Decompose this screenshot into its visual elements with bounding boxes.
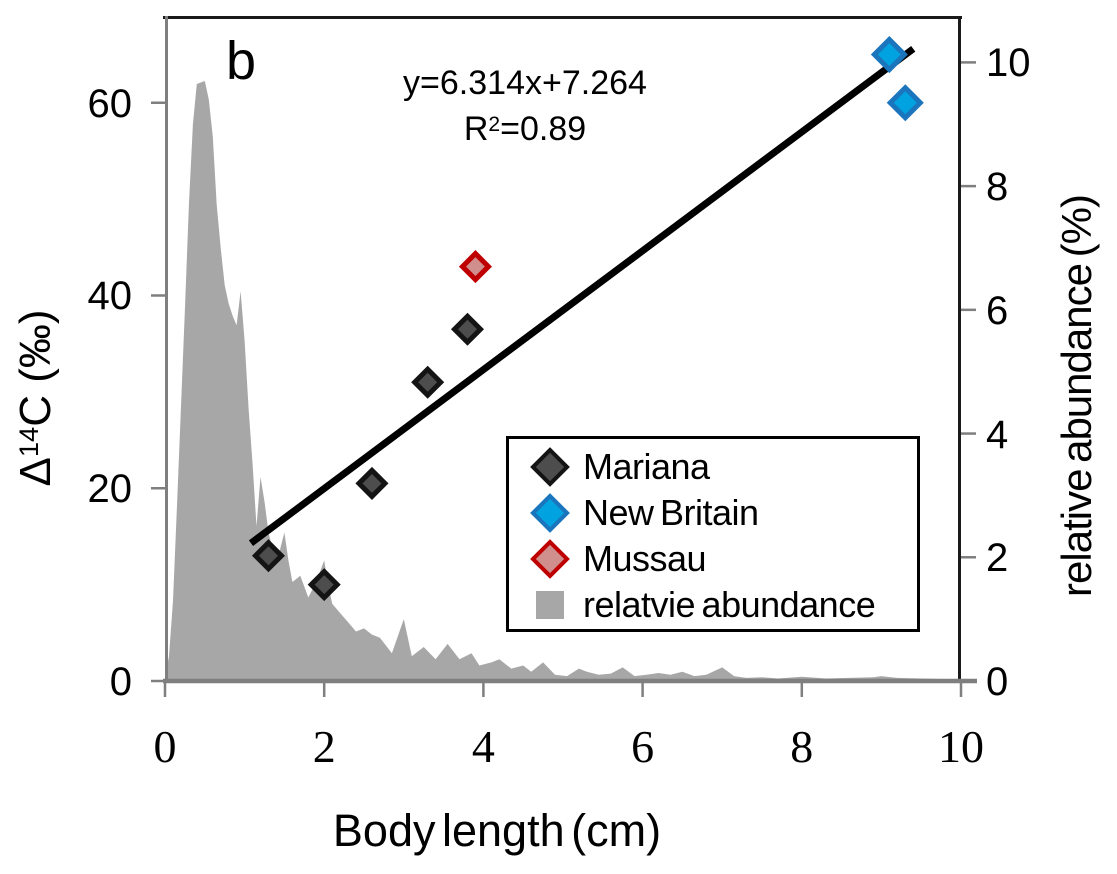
y-right-tick-label-10: 10	[986, 41, 1031, 86]
diamond-marker-icon	[527, 493, 573, 533]
legend-item-relatvie-abundance: relatvie abundance	[509, 582, 917, 628]
x-axis-title: Body length (cm)	[332, 805, 662, 856]
data-point-mariana-2	[355, 466, 389, 500]
x-tick-label-10: 10	[938, 721, 984, 772]
y-right-tick-label-6: 6	[986, 288, 1009, 333]
square-glyph	[536, 591, 564, 619]
x-tick-label-6: 6	[631, 721, 655, 772]
data-point-mariana-1	[307, 568, 341, 602]
y-right-tick-label-4: 4	[986, 412, 1009, 457]
data-point-mussau-0	[458, 250, 492, 284]
y-right-tick-label-2: 2	[986, 536, 1009, 581]
trendline-annotation: y=6.314x+7.264 R2=0.89	[325, 60, 725, 157]
legend-item-mussau: Mussau	[509, 536, 917, 582]
x-tick-label-0: 0	[153, 721, 177, 772]
legend-item-mariana: Mariana	[509, 444, 917, 490]
y-left-tick-label-0: 0	[109, 660, 132, 704]
legend-label: Mussau	[583, 538, 707, 579]
legend: Mariana New Britain Mussau relatvie abundan…	[506, 436, 920, 632]
y-axis-left-title: Δ14C (‰)	[11, 309, 60, 487]
panel-label: b	[226, 31, 257, 91]
x-tick-label-4: 4	[471, 721, 495, 772]
data-point-new-britain-1	[886, 84, 924, 122]
x-tick-label-2: 2	[312, 721, 336, 772]
data-point-mariana-3	[411, 365, 445, 399]
trendline-r-squared: R2=0.89	[463, 110, 587, 148]
y-left-tick-label-40: 40	[87, 274, 133, 319]
legend-label: New Britain	[583, 492, 759, 533]
diamond-glyph	[530, 447, 570, 487]
legend-label: relatvie abundance	[583, 584, 876, 625]
y-right-tick-label-8: 8	[986, 165, 1009, 210]
legend-item-new-britain: New Britain	[509, 490, 917, 536]
y-left-tick-label-60: 60	[87, 81, 133, 126]
x-tick-label-8: 8	[790, 721, 814, 772]
y-left-tick-label-20: 20	[87, 467, 133, 512]
y-right-tick-label-0: 0	[986, 660, 1009, 704]
trendline-equation: y=6.314x+7.264	[403, 64, 647, 102]
data-point-mariana-4	[450, 312, 485, 346]
trend-line	[248, 45, 916, 546]
area-series-relative-abundance	[165, 81, 961, 681]
diamond-glyph	[530, 493, 570, 533]
square-marker-icon	[527, 591, 573, 619]
legend-label: Mariana	[583, 446, 710, 487]
data-point-mariana-0	[251, 539, 286, 573]
diamond-glyph	[530, 539, 570, 579]
diamond-marker-icon	[527, 447, 573, 487]
diamond-marker-icon	[527, 539, 573, 579]
data-point-new-britain-0	[870, 36, 908, 74]
